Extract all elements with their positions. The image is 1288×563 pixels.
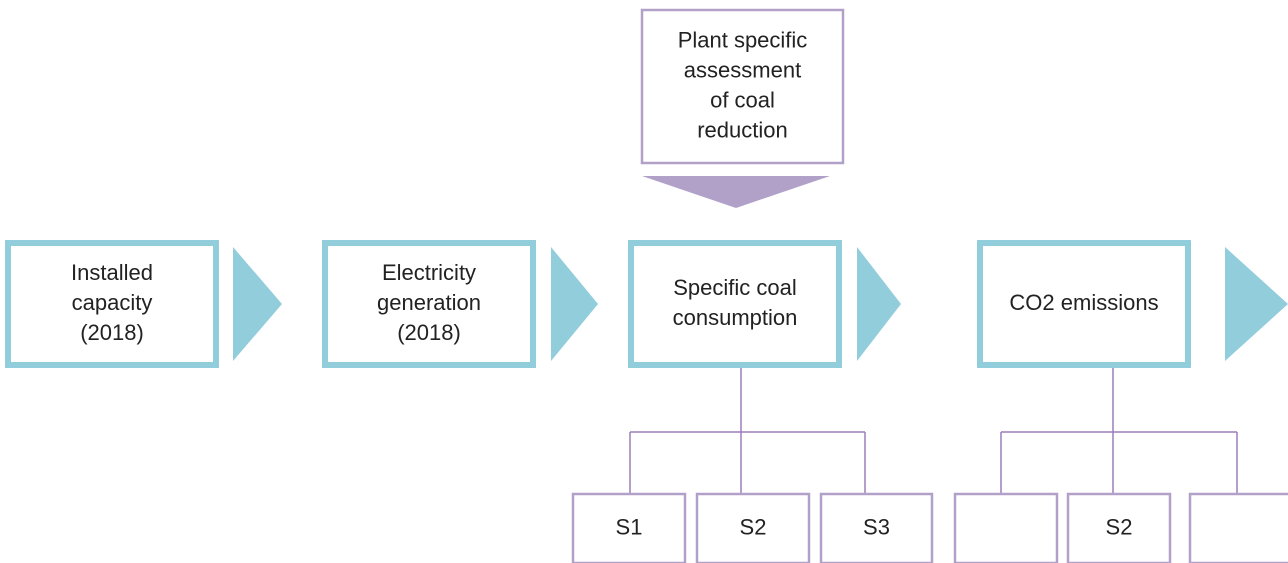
box [953,492,1059,563]
box-label: generation [377,290,481,315]
connector [629,368,866,494]
box-label: S1 [616,514,643,539]
box-label: S2 [1106,514,1133,539]
box-label: Specific coal [673,275,797,300]
box-label: assessment [684,57,801,82]
box-label: (2018) [397,320,461,345]
box-label: capacity [72,290,153,315]
box-label: (2018) [80,320,144,345]
box-label: of coal [710,87,775,112]
box-label: Installed [71,260,153,285]
box [571,492,687,563]
box [977,240,1191,368]
arrow [551,247,598,361]
down-arrow [642,176,830,208]
box-label: consumption [673,305,798,330]
connector [1000,368,1238,494]
arrow [1225,247,1288,361]
box [628,240,842,368]
box-label: Plant specific [678,27,808,52]
box [5,240,219,368]
box [695,492,811,563]
arrow [857,247,901,361]
box-label: reduction [697,117,788,142]
box [1188,492,1288,563]
boxes: Installed capacity (2018) Electricity genera… [5,8,1288,563]
box-label: Electricity [382,260,476,285]
box [322,240,536,368]
box-label: S2 [740,514,767,539]
box-label: S3 [863,514,890,539]
arrow [233,247,282,361]
box-label: CO2 emissions [1009,290,1158,315]
box [1066,492,1172,563]
box [819,492,934,563]
box [640,8,845,165]
tree-lines [629,368,1238,494]
flow-arrows [233,247,1288,361]
